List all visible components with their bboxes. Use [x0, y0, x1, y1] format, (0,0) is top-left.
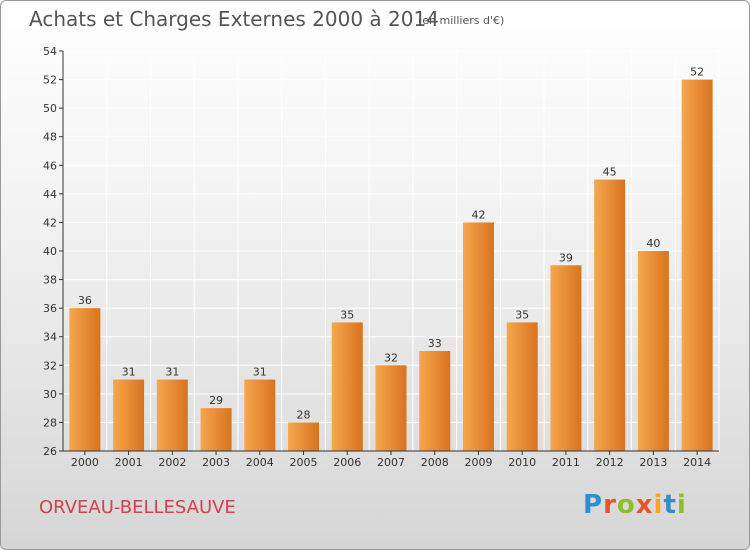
data-label: 42	[471, 208, 485, 221]
x-tick-label: 2013	[639, 456, 667, 469]
y-tick-label: 42	[43, 216, 57, 229]
bar	[506, 322, 538, 451]
labels: 26 28 30 32 34 36 38 40 42 44 46 48 50 52 54 36 2000 31 20…	[43, 45, 711, 469]
bar	[69, 308, 101, 451]
y-tick-label: 52	[43, 74, 57, 87]
data-label: 40	[646, 237, 660, 250]
x-tick-label: 2010	[508, 456, 536, 469]
x-tick-label: 2005	[290, 456, 318, 469]
bar	[594, 179, 626, 452]
logo-letter: i	[676, 490, 687, 520]
x-tick-label: 2000	[71, 456, 99, 469]
x-tick-label: 2014	[683, 456, 711, 469]
data-label: 45	[603, 166, 617, 179]
y-tick-label: 44	[43, 188, 57, 201]
x-tick-label: 2002	[158, 456, 186, 469]
y-tick-label: 54	[43, 45, 57, 58]
axes	[59, 50, 719, 455]
bar	[550, 265, 582, 451]
logo-letter: P	[583, 490, 604, 520]
logo-letter: x	[635, 490, 654, 520]
data-label: 36	[78, 294, 92, 307]
y-tick-label: 30	[43, 388, 57, 401]
bar	[681, 79, 713, 452]
data-label: 28	[297, 408, 311, 421]
data-label: 52	[690, 66, 704, 79]
data-label: 31	[253, 366, 267, 379]
y-tick-label: 34	[43, 331, 57, 344]
data-label: 32	[384, 351, 398, 364]
x-tick-label: 2011	[552, 456, 580, 469]
commune-name: ORVEAU-BELLESAUVE	[39, 497, 236, 518]
logo-letter: t	[663, 490, 677, 520]
y-tick-label: 40	[43, 245, 57, 258]
bar	[331, 322, 363, 451]
bar	[288, 422, 320, 451]
bar	[419, 351, 451, 451]
data-label: 29	[209, 394, 223, 407]
x-tick-label: 2007	[377, 456, 405, 469]
logo-letter: o	[616, 490, 636, 520]
data-label: 33	[428, 337, 442, 350]
y-tick-label: 38	[43, 274, 57, 287]
x-tick-label: 2009	[464, 456, 492, 469]
bar	[113, 379, 145, 451]
logo-letter: i	[653, 490, 664, 520]
bars	[69, 79, 713, 452]
x-tick-label: 2001	[115, 456, 143, 469]
bar	[462, 222, 494, 451]
logo-letter: r	[603, 490, 617, 520]
y-tick-label: 48	[43, 131, 57, 144]
data-label: 31	[165, 366, 179, 379]
bar	[244, 379, 276, 451]
y-tick-label: 50	[43, 102, 57, 115]
x-tick-label: 2008	[421, 456, 449, 469]
data-label: 35	[515, 308, 529, 321]
data-label: 31	[122, 366, 136, 379]
data-label: 39	[559, 251, 573, 264]
chart-subtitle: (en milliers d'€)	[418, 14, 505, 27]
x-tick-label: 2004	[246, 456, 274, 469]
y-tick-label: 36	[43, 302, 57, 315]
y-tick-label: 46	[43, 159, 57, 172]
proxiti-logo[interactable]: Proxiti	[583, 490, 687, 520]
x-tick-label: 2003	[202, 456, 230, 469]
bar	[375, 365, 407, 451]
y-tick-label: 32	[43, 359, 57, 372]
x-tick-label: 2006	[333, 456, 361, 469]
chart-title: Achats et Charges Externes 2000 à 2014	[29, 7, 439, 31]
bar	[156, 379, 188, 451]
data-label: 35	[340, 308, 354, 321]
x-tick-label: 2012	[596, 456, 624, 469]
bar	[200, 408, 232, 451]
bar	[637, 251, 669, 451]
y-tick-label: 26	[43, 445, 57, 458]
y-tick-label: 28	[43, 416, 57, 429]
